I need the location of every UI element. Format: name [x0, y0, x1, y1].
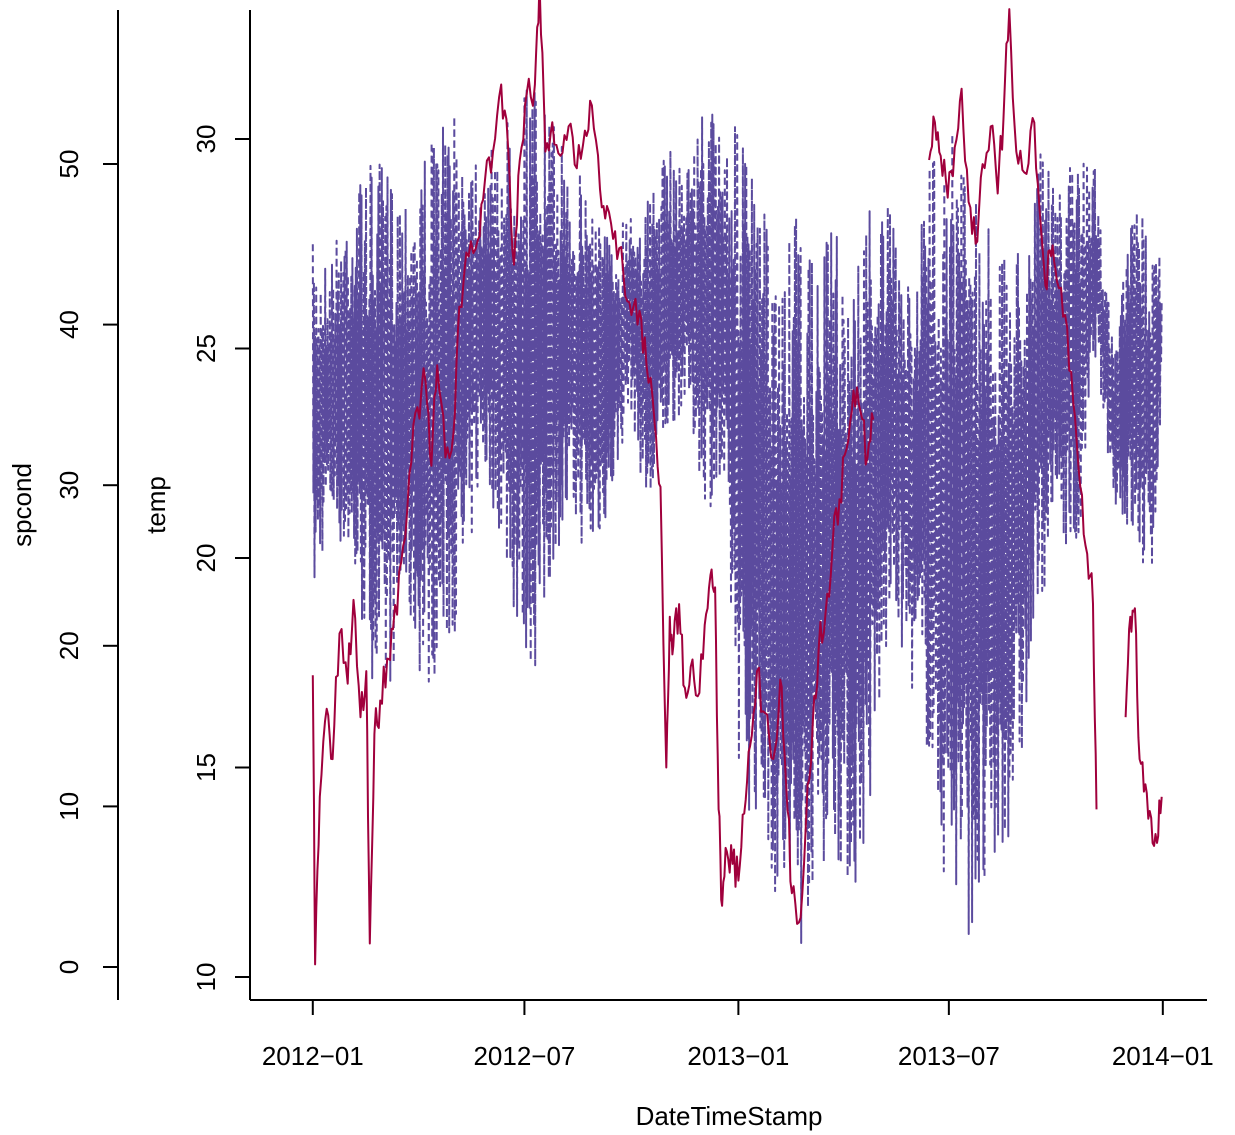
spcond-tick-label: 0 [54, 960, 84, 974]
temp-series-line [928, 8, 1098, 810]
spcond-axis-title: spcond [7, 463, 37, 547]
x-tick-label: 2014−01 [1112, 1041, 1214, 1071]
temp-series-line [311, 0, 875, 966]
temp-series-line [1124, 607, 1163, 847]
spcond-tick-label: 10 [54, 792, 84, 821]
spcond-tick-label: 20 [54, 631, 84, 660]
temp-tick-label: 10 [191, 963, 221, 992]
temp-tick-label: 30 [191, 125, 221, 154]
spcond-tick-label: 30 [54, 471, 84, 500]
x-axis-title: DateTimeStamp [636, 1101, 823, 1131]
x-tick-label: 2013−07 [898, 1041, 1000, 1071]
series-layer [311, 0, 1163, 966]
spcond-axis: 0 10 20 30 40 50 spcond [7, 10, 119, 1000]
x-tick-label: 2012−07 [473, 1041, 575, 1071]
temp-axis-title: temp [141, 476, 171, 534]
spcond-tick-label: 50 [54, 150, 84, 179]
temp-tick-label: 25 [191, 334, 221, 363]
x-axis: 2012−01 2012−07 2013−01 2013−07 2014−01 Date… [250, 999, 1214, 1131]
x-tick-label: 2013−01 [687, 1041, 789, 1071]
temp-tick-label: 15 [191, 753, 221, 782]
temp-axis: 10 15 20 25 30 temp [141, 10, 251, 1000]
spcond-series-line [311, 89, 1163, 944]
temp-tick-label: 20 [191, 544, 221, 573]
x-tick-label: 2012−01 [262, 1041, 364, 1071]
spcond-tick-label: 40 [54, 310, 84, 339]
